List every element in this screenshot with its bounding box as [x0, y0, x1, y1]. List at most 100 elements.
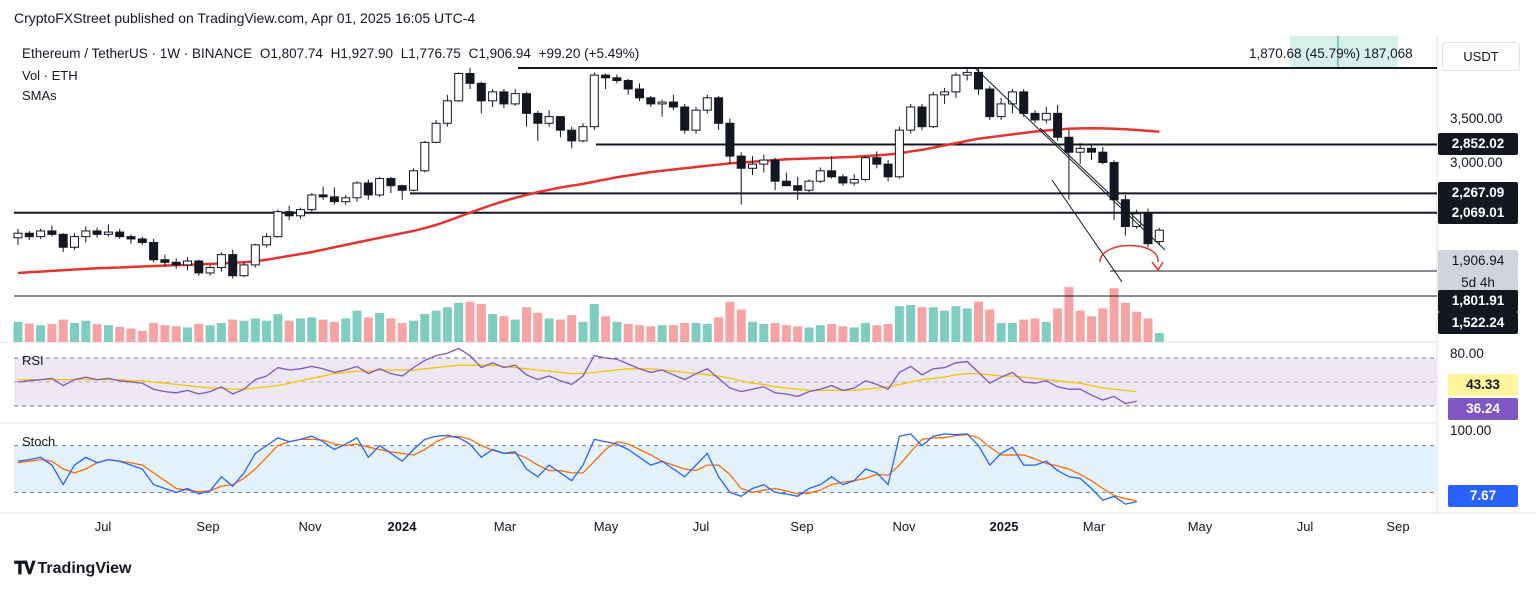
candle-body [160, 259, 170, 263]
candle-body [284, 211, 294, 217]
candle-body [250, 244, 260, 266]
volume-bar [1007, 322, 1017, 342]
sma-indicator-label[interactable]: SMAs [22, 88, 57, 103]
channel-upper-line [974, 67, 1166, 251]
candle-body [736, 155, 746, 169]
volume-bar [510, 319, 520, 342]
measure-highlight [1290, 36, 1398, 68]
volume-bar [81, 320, 91, 342]
volume-bar [962, 308, 972, 342]
volume-bar [103, 325, 113, 342]
candle-body [488, 91, 498, 102]
candle-body [499, 91, 509, 105]
time-axis-tick: Jul [692, 519, 710, 534]
stoch-label[interactable]: Stoch [22, 434, 56, 449]
candle-body [341, 197, 351, 203]
volume-bar [70, 322, 79, 342]
volume-bar [442, 307, 452, 342]
volume-bar [329, 321, 339, 342]
candle-body [951, 74, 961, 93]
volume-bar [589, 303, 599, 342]
time-axis-tick: Mar [493, 519, 517, 534]
candle-body [555, 116, 565, 131]
volume-bar [725, 301, 735, 342]
volume-bar [284, 320, 294, 342]
candle-body [815, 170, 825, 182]
volume-bar [951, 306, 961, 342]
volume-bar [533, 312, 543, 342]
volume-bar [476, 303, 486, 342]
volume-bar [668, 325, 678, 342]
candle-body [940, 91, 950, 96]
candle-body [1041, 112, 1051, 121]
volume-bar [194, 324, 204, 342]
time-axis-tick: Nov [892, 519, 916, 534]
channel-lower-line [1051, 179, 1123, 283]
vol-indicator-label[interactable]: Vol · ETH [22, 68, 78, 83]
volume-bar [985, 309, 995, 342]
rsi-line [17, 347, 1137, 405]
volume-bar [296, 318, 305, 342]
candle-body [928, 94, 938, 128]
tradingview-logo[interactable]: 𝐓𝐕 TradingView [14, 558, 131, 579]
time-axis-tick: Sep [790, 519, 814, 534]
candle-body [827, 170, 837, 178]
volume-bar [488, 314, 498, 342]
volume-bar [974, 301, 983, 342]
price-tag: 2,267.09 [1438, 182, 1518, 205]
rsi-ma-line [18, 364, 1137, 393]
candle-body [748, 163, 757, 169]
price-tag: 5d 4h [1438, 272, 1518, 294]
candle-body [363, 182, 373, 196]
candle-body [567, 129, 577, 142]
price-tag: 1,801.91 [1438, 290, 1518, 312]
volume-bar [623, 324, 633, 342]
volume-bar [92, 324, 102, 342]
volume-bar [849, 327, 859, 342]
ohlc-low: L1,776.75 [400, 46, 461, 61]
volume-bar [714, 317, 724, 342]
volume-bar [1120, 302, 1130, 342]
candle-body [917, 106, 927, 128]
quote-currency-button[interactable]: USDT [1442, 42, 1520, 71]
volume-bar [499, 316, 509, 342]
candle-body [725, 122, 735, 157]
candle-body [1143, 213, 1153, 245]
price-tag: 2,069.01 [1438, 201, 1518, 224]
candle-body [1120, 199, 1130, 228]
volume-bar [228, 319, 238, 342]
candle-body [544, 116, 554, 124]
volume-bar [1030, 318, 1040, 342]
candle-body [420, 141, 430, 172]
candle-body [804, 180, 814, 191]
candle-body [409, 170, 418, 191]
candle-body [36, 230, 46, 238]
candle-body [578, 126, 588, 142]
candle-body [657, 101, 667, 105]
reversal-arrow [1151, 261, 1164, 272]
channel-mid-line [1039, 127, 1151, 233]
candle-body [759, 159, 769, 165]
candle-body [1019, 91, 1029, 114]
rsi-label[interactable]: RSI [22, 353, 44, 368]
candle-series [13, 66, 1164, 279]
symbol-legend[interactable]: Ethereum / TetherUS · 1W · BINANCE O1,80… [22, 46, 643, 61]
volume-bar [262, 320, 272, 342]
candle-body [216, 254, 226, 269]
volume-bar [1053, 308, 1063, 342]
volume-bar [544, 318, 554, 342]
volume-bar [115, 326, 125, 342]
volume-bar [578, 321, 588, 342]
candle-body [103, 231, 113, 235]
trendline-annotations [974, 67, 1166, 283]
candle-body [974, 71, 983, 90]
volume-bar [996, 322, 1006, 342]
volume-bar [1098, 308, 1108, 342]
volume-bar [386, 318, 396, 342]
candle-body [126, 236, 136, 240]
candle-body [894, 129, 904, 178]
volume-bar [1041, 321, 1051, 342]
candle-body [589, 74, 599, 128]
volume-bar [239, 320, 249, 342]
